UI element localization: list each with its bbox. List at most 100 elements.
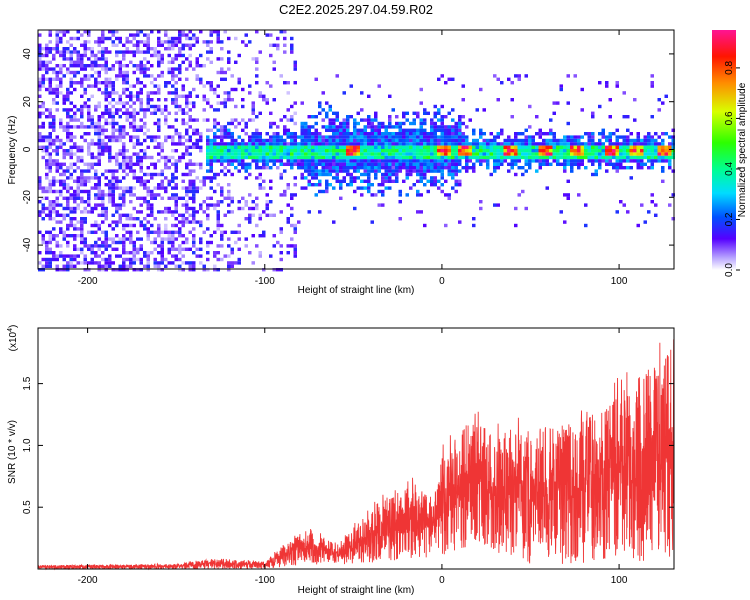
heatmap-cell xyxy=(454,162,458,166)
heatmap-cell xyxy=(433,166,437,170)
heatmap-cell xyxy=(360,128,364,132)
heatmap-cell xyxy=(300,152,304,156)
heatmap-cell xyxy=(377,84,381,88)
heatmap-cell xyxy=(122,91,126,95)
heatmap-cell xyxy=(87,115,91,119)
heatmap-cell xyxy=(293,64,297,68)
heatmap-cell xyxy=(206,118,210,122)
heatmap-cell xyxy=(507,155,511,160)
heatmap-cell xyxy=(97,50,101,54)
heatmap-cell xyxy=(668,149,672,153)
heatmap-cell xyxy=(167,230,171,234)
heatmap-cell xyxy=(409,186,413,190)
heatmap-cell xyxy=(570,166,574,170)
heatmap-cell xyxy=(328,166,332,170)
heatmap-cell xyxy=(265,101,269,105)
heatmap-cell xyxy=(80,179,84,183)
heatmap-cell xyxy=(38,176,42,180)
heatmap-cell xyxy=(542,142,546,146)
heatmap-cell xyxy=(528,149,532,153)
heatmap-cell xyxy=(339,186,343,190)
heatmap-cell xyxy=(367,172,371,177)
heatmap-cell xyxy=(255,203,259,207)
heatmap-cell xyxy=(430,125,434,129)
heatmap-cell xyxy=(325,186,329,190)
heatmap-cell xyxy=(153,186,157,190)
heatmap-cell xyxy=(220,244,224,248)
heatmap-cell xyxy=(556,149,560,153)
heatmap-cell xyxy=(213,87,217,92)
heatmap-cell xyxy=(391,169,395,173)
heatmap-cell xyxy=(94,142,98,146)
heatmap-cell xyxy=(108,193,112,197)
heatmap-cell xyxy=(136,81,140,85)
heatmap-cell xyxy=(227,193,231,197)
heatmap-cell xyxy=(209,162,213,166)
heatmap-cell xyxy=(220,193,224,197)
heatmap-cell xyxy=(325,135,329,139)
heatmap-cell xyxy=(500,152,504,156)
heatmap-cell xyxy=(171,193,175,197)
heatmap-cell xyxy=(510,166,514,170)
heatmap-cell xyxy=(132,125,136,129)
heatmap-cell xyxy=(104,91,108,95)
heatmap-cell xyxy=(188,138,192,143)
heatmap-cell xyxy=(563,159,567,163)
heatmap-cell xyxy=(48,230,52,234)
heatmap-cell xyxy=(122,74,126,78)
heatmap-cell xyxy=(48,257,52,262)
heatmap-cell xyxy=(286,183,290,187)
heatmap-cell xyxy=(73,125,77,129)
heatmap-cell xyxy=(524,149,528,153)
heatmap-cell xyxy=(146,251,150,255)
heatmap-cell xyxy=(125,186,129,190)
heatmap-cell xyxy=(48,135,52,139)
heatmap-cell xyxy=(55,91,59,95)
heatmap-cell xyxy=(395,169,399,173)
heatmap-cell xyxy=(339,138,343,143)
heatmap-cell xyxy=(626,159,630,163)
heatmap-cell xyxy=(223,135,227,139)
heatmap-cell xyxy=(447,125,451,129)
heatmap-cell xyxy=(69,138,73,143)
heatmap-cell xyxy=(556,142,560,146)
heatmap-cell xyxy=(216,30,220,34)
heatmap-cell xyxy=(55,152,59,156)
heatmap-cell xyxy=(262,138,266,143)
heatmap-cell xyxy=(167,234,171,238)
heatmap-cell xyxy=(62,57,66,61)
heatmap-cell xyxy=(59,251,63,255)
heatmap-cell xyxy=(671,135,675,139)
heatmap-cell xyxy=(52,254,56,258)
heatmap-cell xyxy=(342,135,346,139)
heatmap-cell xyxy=(48,50,52,54)
heatmap-cell xyxy=(48,33,52,37)
heatmap-cell xyxy=(426,138,430,143)
heatmap-cell xyxy=(45,152,49,156)
heatmap-cell xyxy=(416,138,420,143)
heatmap-cell xyxy=(661,142,665,146)
heatmap-cell xyxy=(83,179,87,183)
heatmap-cell xyxy=(129,94,133,98)
heatmap-cell xyxy=(157,210,161,214)
heatmap-cell xyxy=(500,162,504,166)
heatmap-cell xyxy=(139,40,143,44)
heatmap-cell xyxy=(629,142,633,146)
heatmap-cell xyxy=(633,98,637,102)
heatmap-cell xyxy=(213,251,217,255)
heatmap-cell xyxy=(255,166,259,170)
heatmap-cell xyxy=(461,145,465,149)
heatmap-cell xyxy=(237,149,241,153)
heatmap-cell xyxy=(230,135,234,139)
heatmap-cell xyxy=(80,169,84,173)
heatmap-cell xyxy=(97,189,101,194)
heatmap-cell xyxy=(398,189,402,194)
heatmap-cell xyxy=(503,138,507,143)
heatmap-cell xyxy=(115,36,119,41)
heatmap-cell xyxy=(132,162,136,166)
heatmap-cell xyxy=(66,128,70,132)
heatmap-cell xyxy=(171,70,175,75)
heatmap-cell xyxy=(122,166,126,170)
heatmap-cell xyxy=(307,155,311,160)
heatmap-cell xyxy=(192,179,196,183)
